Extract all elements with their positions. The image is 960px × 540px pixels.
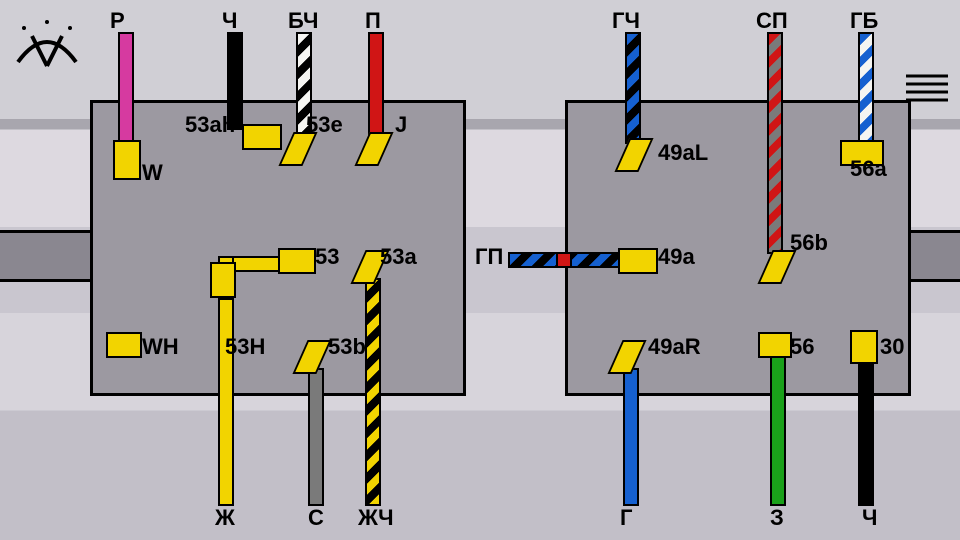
wire-Ch2	[858, 358, 874, 506]
top-label-P: Р	[110, 8, 125, 34]
top-label-Pi: П	[365, 8, 381, 34]
wire-Pi	[368, 32, 384, 136]
terminal-label-53e: 53e	[306, 112, 343, 138]
wire-GCh	[625, 32, 641, 144]
terminal-label-WH: WH	[142, 334, 179, 360]
top-label-BCh: БЧ	[288, 8, 318, 34]
bottom-label-Z: З	[770, 505, 784, 531]
wire-G	[623, 368, 639, 506]
terminal-label-56a: 56a	[850, 156, 887, 182]
terminal-label-30: 30	[880, 334, 904, 360]
wire-Z	[770, 352, 786, 506]
terminal-label-49aR: 49aR	[648, 334, 701, 360]
wire-GB	[858, 32, 874, 144]
terminal-30	[850, 330, 878, 364]
wiper-icon	[12, 16, 82, 70]
terminal-label-49a: 49a	[658, 244, 695, 270]
headlamp-icon	[902, 70, 952, 104]
wire-P	[118, 32, 134, 146]
wire-SP	[767, 32, 783, 254]
bottom-label-S: С	[308, 505, 324, 531]
terminal-label-53H: 53Н	[225, 334, 265, 360]
bottom-label-Zh: Ж	[215, 505, 235, 531]
terminal-W	[113, 140, 141, 180]
diagram-stage: 30 53 56 W 53ah 53e J WH 53Н 53a 53b 49aL 56a 49a 56b 4…	[0, 0, 960, 540]
terminal-label-56: 56	[790, 334, 814, 360]
terminal-53H	[210, 262, 236, 298]
terminal-WH	[106, 332, 142, 358]
terminal-label-J: J	[395, 112, 407, 138]
bottom-label-ZhCh: ЖЧ	[358, 505, 394, 531]
top-label-SP: СП	[756, 8, 788, 34]
terminal-56	[758, 332, 792, 358]
terminal-53	[278, 248, 316, 274]
mid-label-GP: ГП	[475, 244, 503, 270]
terminal-53ah	[242, 124, 282, 150]
wire-S	[308, 368, 324, 506]
terminal-label-53ah: 53ah	[185, 112, 235, 138]
wire-GP_r	[556, 252, 572, 268]
terminal-49a	[618, 248, 658, 274]
bottom-label-Ch2: Ч	[862, 505, 877, 531]
terminal-label-53a: 53a	[380, 244, 417, 270]
terminal-label-53b: 53b	[328, 334, 366, 360]
wire-ZhCh	[365, 278, 381, 506]
terminal-label-53: 53	[315, 244, 339, 270]
right-stalk	[903, 230, 960, 282]
top-label-GCh: ГЧ	[612, 8, 640, 34]
terminal-label-49aL: 49aL	[658, 140, 708, 166]
top-label-Ch: Ч	[222, 8, 237, 34]
wire-Zh_v	[218, 292, 234, 506]
bottom-label-G: Г	[620, 505, 632, 531]
left-stalk	[0, 230, 92, 282]
terminal-label-56b: 56b	[790, 230, 828, 256]
top-label-GB: ГБ	[850, 8, 878, 34]
terminal-label-W: W	[142, 160, 163, 186]
